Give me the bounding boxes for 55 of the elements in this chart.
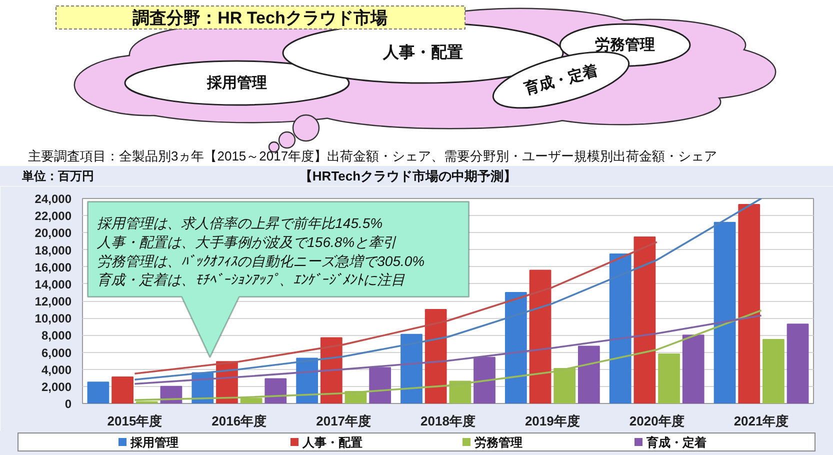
bar (554, 368, 576, 404)
x-tick-label: 2015年度 (107, 414, 162, 428)
x-tick-label: 2019年度 (524, 414, 580, 428)
text: 採用管理 (206, 74, 267, 92)
annotation: 労務管理は、ﾊﾞｯｸｵﾌｨｽの自動化ニーズ急増で305.0% (97, 252, 425, 269)
y-tick-label: 24,000 (34, 192, 72, 206)
y-tick-label: 10,000 (34, 312, 72, 326)
annotation: 人事・配置は、大手事例が波及で156.8%と牽引 (96, 234, 397, 250)
bar (609, 254, 632, 404)
y-tick-label: 2,000 (41, 380, 72, 394)
text: 人事・配置 (382, 44, 463, 62)
y-tick-label: 0 (64, 397, 72, 411)
y-tick-label: 12,000 (34, 294, 72, 308)
y-tick-label: 16,000 (34, 260, 72, 274)
bar (658, 353, 680, 404)
bar (634, 236, 656, 404)
x-tick-label: 2018年度 (420, 414, 476, 428)
bar (714, 222, 736, 404)
annotation: 採用管理は、求人倍率の上昇で前年比145.5% (97, 215, 383, 232)
annotation: 育成・定着は、ﾓﾁﾍﾞｰｼｮﾝｱｯﾌﾟ、ｴﾝｹﾞｰｼﾞﾒﾝﾄに注目 (97, 272, 406, 288)
bar (529, 270, 552, 404)
bar (400, 334, 422, 404)
bar (112, 376, 134, 404)
y-tick-label: 14,000 (34, 277, 72, 292)
text: 主要調査項目：全製品別3ヵ年【2015～2017年度】出荷金額・シェア、需要分野別・ユーザー規模別出荷金額・シェア (28, 148, 718, 164)
y-tick-label: 22,000 (34, 209, 72, 224)
y-tick-label: 6,000 (41, 346, 72, 360)
bar (504, 292, 527, 404)
bar (449, 380, 472, 404)
bar (786, 324, 809, 404)
bar (762, 338, 784, 404)
legend-label: 労務管理 (474, 436, 522, 450)
x-tick-label: 2020年度 (629, 414, 684, 428)
bar (424, 309, 447, 404)
bar (264, 378, 287, 404)
bar (682, 334, 704, 404)
legend-label: 育成・定着 (646, 436, 706, 450)
x-tick-label: 2016年度 (212, 414, 267, 428)
y-tick-label: 8,000 (41, 328, 72, 343)
text: 労務管理 (595, 36, 655, 54)
bar (738, 204, 760, 404)
y-tick-label: 18,000 (34, 243, 72, 258)
legend-label: 採用管理 (130, 436, 178, 450)
text: 育成・定着 (521, 61, 600, 98)
legend-label: 人事・配置 (302, 436, 362, 450)
line-series (134, 309, 762, 401)
chart-title: 【HRTechクラウド市場の中期予測】 (299, 168, 517, 184)
y-tick-label: 20,000 (34, 226, 72, 240)
text: 調査分野：HR Techクラウド市場 (132, 8, 388, 28)
bar (240, 398, 262, 404)
y-tick-label: 4,000 (41, 362, 72, 377)
x-tick-label: 2021年度 (734, 414, 789, 428)
y-axis-title: 単位：百万円 (21, 169, 94, 183)
x-tick-label: 2017年度 (316, 414, 372, 428)
bar (87, 382, 110, 404)
